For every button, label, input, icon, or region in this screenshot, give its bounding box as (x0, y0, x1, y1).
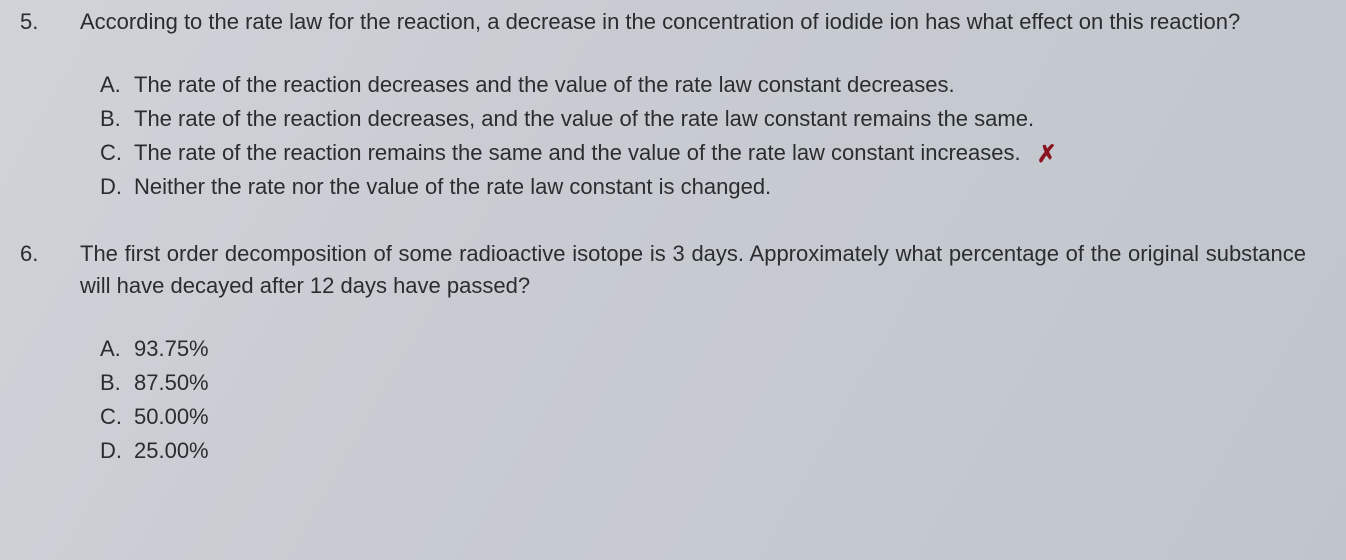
question-6-stem: The first order decomposition of some ra… (80, 238, 1306, 302)
option-text: 50.00% (134, 400, 1306, 434)
hand-mark-icon: ✗ (1037, 141, 1057, 168)
option-letter: C. (100, 400, 134, 434)
option-text-inner: The rate of the reaction remains the sam… (134, 140, 1021, 165)
question-5-options: A. The rate of the reaction decreases an… (100, 68, 1306, 204)
question-6-number: 6. (20, 238, 80, 270)
question-6-options: A. 93.75% B. 87.50% C. 50.00% D. 25.00% (100, 332, 1306, 468)
option-text: The rate of the reaction remains the sam… (134, 136, 1306, 170)
question-5-option-a[interactable]: A. The rate of the reaction decreases an… (100, 68, 1306, 102)
option-letter: B. (100, 102, 134, 136)
question-5-number: 5. (20, 6, 80, 38)
option-letter: C. (100, 136, 134, 170)
question-5-option-b[interactable]: B. The rate of the reaction decreases, a… (100, 102, 1306, 136)
question-6-option-b[interactable]: B. 87.50% (100, 366, 1306, 400)
option-letter: A. (100, 332, 134, 366)
question-6: 6. The first order decomposition of some… (20, 238, 1306, 468)
question-6-option-c[interactable]: C. 50.00% (100, 400, 1306, 434)
question-5-option-d[interactable]: D. Neither the rate nor the value of the… (100, 170, 1306, 204)
option-letter: D. (100, 434, 134, 468)
option-text: 25.00% (134, 434, 1306, 468)
option-text: Neither the rate nor the value of the ra… (134, 170, 1306, 204)
option-text: The rate of the reaction decreases and t… (134, 68, 1306, 102)
page: 5. According to the rate law for the rea… (0, 0, 1346, 512)
option-text: The rate of the reaction decreases, and … (134, 102, 1306, 136)
question-5-stem: According to the rate law for the reacti… (80, 6, 1306, 38)
question-6-header: 6. The first order decomposition of some… (20, 238, 1306, 302)
question-5-option-c[interactable]: C. The rate of the reaction remains the … (100, 136, 1306, 170)
option-letter: D. (100, 170, 134, 204)
option-letter: B. (100, 366, 134, 400)
option-text: 93.75% (134, 332, 1306, 366)
option-letter: A. (100, 68, 134, 102)
question-6-option-a[interactable]: A. 93.75% (100, 332, 1306, 366)
question-6-option-d[interactable]: D. 25.00% (100, 434, 1306, 468)
question-5: 5. According to the rate law for the rea… (20, 6, 1306, 204)
question-5-header: 5. According to the rate law for the rea… (20, 6, 1306, 38)
option-text: 87.50% (134, 366, 1306, 400)
